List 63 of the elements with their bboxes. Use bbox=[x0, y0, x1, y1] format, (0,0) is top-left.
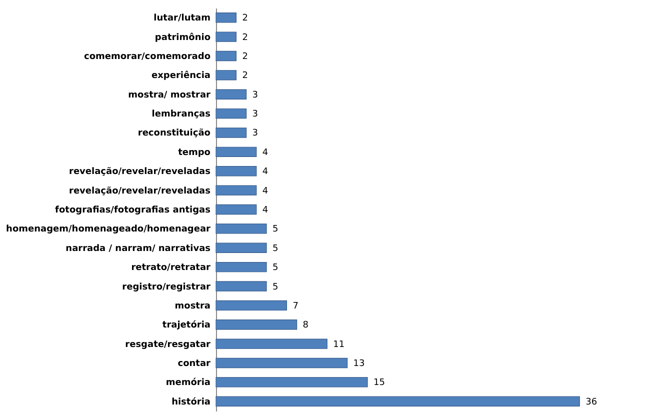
data-label: 3 bbox=[252, 128, 258, 139]
bar bbox=[216, 377, 368, 388]
bar bbox=[216, 70, 236, 80]
bar bbox=[216, 338, 328, 349]
y-tick-label: comemorar/comemorado bbox=[84, 52, 210, 62]
y-tick-label: contar bbox=[178, 359, 212, 370]
bar bbox=[216, 320, 298, 330]
bar bbox=[216, 32, 236, 42]
bar bbox=[216, 50, 236, 62]
data-label: 11 bbox=[333, 340, 345, 350]
bar bbox=[216, 281, 267, 292]
bar bbox=[216, 204, 257, 215]
data-label: 4 bbox=[262, 167, 268, 178]
y-tick-label: registro/registrar bbox=[122, 282, 212, 292]
y-tick-label: homenagem/homenageado/homenagear bbox=[6, 224, 212, 235]
bar bbox=[216, 300, 287, 311]
y-tick-label: lembranças bbox=[152, 110, 210, 120]
bar bbox=[216, 224, 267, 234]
data-label: 2 bbox=[242, 14, 248, 24]
y-tick-label: resgate/resgatar bbox=[125, 340, 212, 350]
data-label: 5 bbox=[272, 244, 278, 254]
bar bbox=[216, 262, 267, 272]
y-tick-label: memória bbox=[166, 377, 210, 388]
y-tick-label: revelação/revelar/reveladas bbox=[69, 186, 210, 196]
y-tick-label: trajetória bbox=[162, 320, 210, 331]
data-label: 15 bbox=[374, 378, 385, 388]
data-label: 2 bbox=[242, 71, 248, 82]
bar bbox=[216, 166, 257, 176]
y-tick-label: revelação/revelar/reveladas bbox=[69, 167, 210, 178]
bar bbox=[216, 358, 348, 368]
y-tick-label: lutar/lutam bbox=[154, 14, 210, 24]
bar bbox=[216, 128, 247, 138]
bar bbox=[216, 396, 580, 406]
y-tick-label: mostra bbox=[174, 301, 210, 312]
y-tick-label: reconstituição bbox=[138, 128, 210, 139]
y-tick-label: mostra/ mostrar bbox=[128, 90, 212, 100]
data-label: 4 bbox=[262, 206, 268, 216]
data-label: 5 bbox=[272, 282, 278, 292]
y-tick-label: tempo bbox=[178, 148, 210, 158]
y-tick-label: história bbox=[172, 396, 210, 408]
bar bbox=[216, 89, 247, 100]
data-label: 2 bbox=[242, 32, 248, 43]
data-label: 13 bbox=[353, 359, 365, 370]
data-label: 5 bbox=[272, 263, 278, 274]
y-tick-label: retrato/retratar bbox=[131, 263, 212, 274]
bar bbox=[216, 146, 257, 158]
bar bbox=[216, 242, 267, 253]
data-label: 3 bbox=[252, 90, 258, 100]
data-label: 8 bbox=[302, 320, 309, 331]
data-label: 4 bbox=[262, 148, 268, 158]
data-label: 7 bbox=[292, 301, 298, 312]
bar bbox=[216, 185, 257, 196]
data-label: 2 bbox=[242, 52, 248, 62]
y-tick-label: narrada / narram/ narrativas bbox=[66, 244, 210, 254]
bar bbox=[216, 108, 247, 119]
data-label: 3 bbox=[252, 110, 258, 120]
data-label: 4 bbox=[262, 186, 268, 196]
y-tick-label: fotografias/fotografias antigas bbox=[55, 206, 210, 216]
data-label: 36 bbox=[586, 397, 598, 408]
y-tick-label: experiência bbox=[152, 70, 210, 82]
data-label: 5 bbox=[272, 224, 278, 235]
y-tick-label: patrimônio bbox=[154, 32, 210, 43]
bar bbox=[216, 12, 236, 23]
